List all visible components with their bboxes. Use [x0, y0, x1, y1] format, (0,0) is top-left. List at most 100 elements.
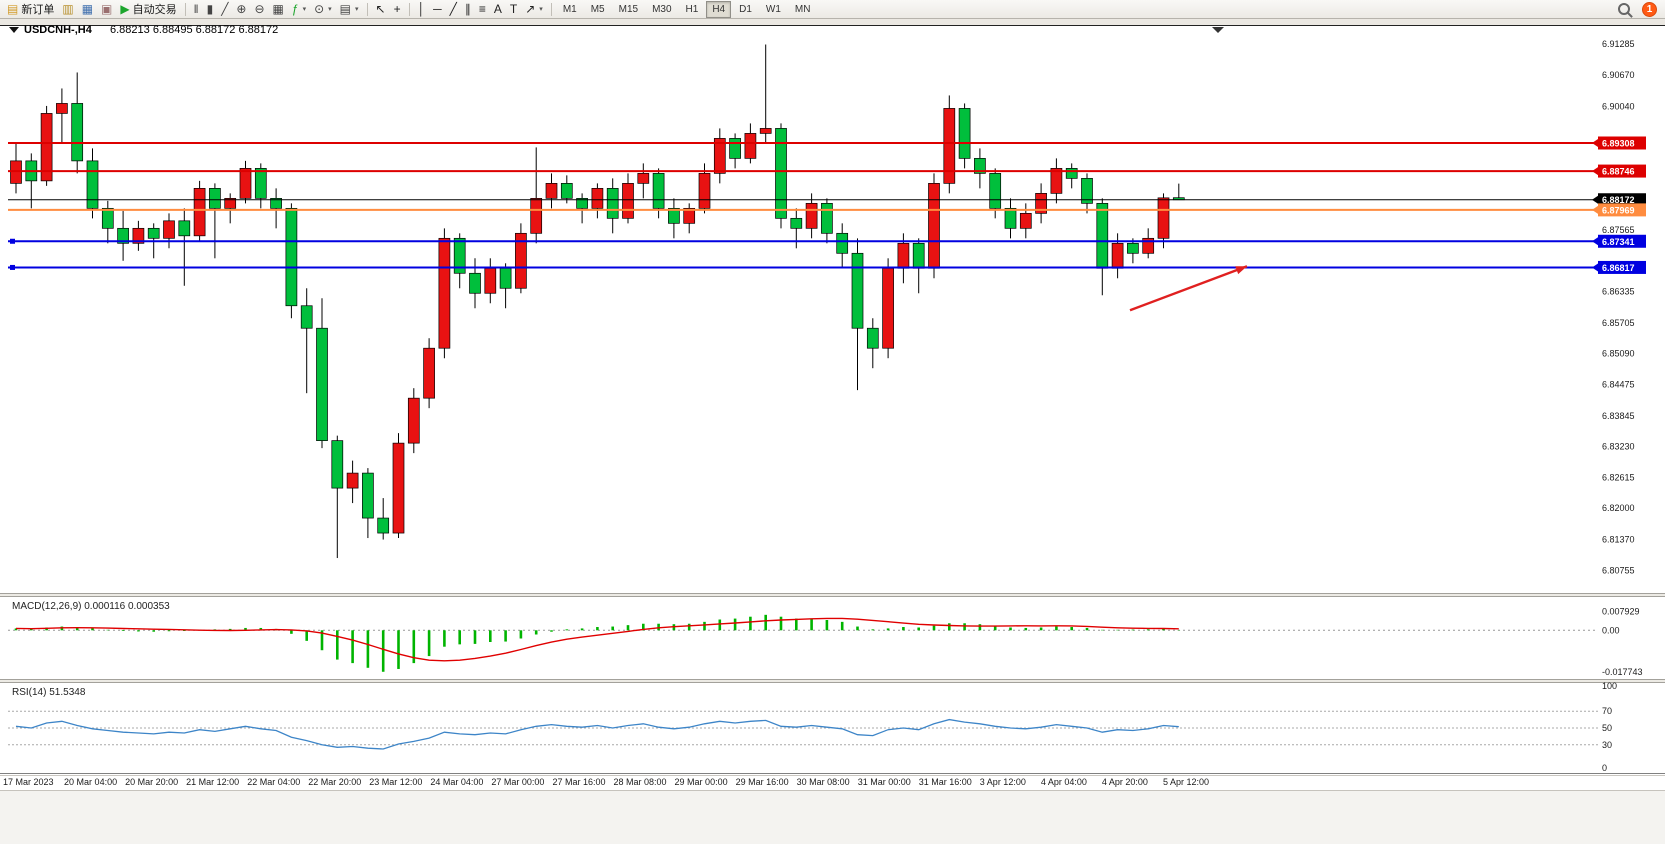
dropdown-caret-icon: ▾ [302, 6, 307, 13]
candle-body [729, 138, 741, 159]
candle-body [576, 197, 588, 209]
price-axis-label: 6.85090 [1602, 349, 1635, 359]
line-handle[interactable] [10, 238, 15, 244]
rsi-axis-label: 100 [1602, 681, 1617, 691]
toolbar-separator [550, 2, 552, 16]
vertical-line-button[interactable]: │ [414, 1, 430, 18]
candle-body [1081, 178, 1093, 204]
candle-body [270, 197, 282, 209]
bar-chart-button[interactable]: ‖ [190, 1, 203, 18]
candle-body [821, 202, 833, 234]
price-axis-label: 6.80755 [1602, 565, 1635, 575]
price-badge-notch [1592, 167, 1598, 176]
price-badge [1598, 234, 1646, 248]
line-handle[interactable] [10, 264, 15, 270]
time-axis-label: 3 Apr 12:00 [980, 777, 1026, 787]
timeframe-button-d1[interactable]: D1 [739, 3, 752, 15]
trendline-button[interactable]: ╱ [446, 1, 461, 18]
timeframe-button-m15[interactable]: M15 [618, 3, 639, 15]
periods-button[interactable]: ⊙ ▾ [310, 1, 336, 18]
timeframe-button-m1[interactable]: M1 [562, 3, 577, 15]
dropdown-caret-icon: ▾ [355, 6, 359, 13]
search-icon[interactable] [1618, 3, 1630, 15]
candle-body [775, 128, 787, 219]
arrows-button[interactable]: ↗ ▾ [521, 1, 547, 18]
candle-body [300, 305, 313, 329]
candle-body [851, 252, 864, 329]
candle-body [744, 133, 757, 159]
candle-body [239, 168, 252, 199]
fibonacci-button[interactable]: ≡ [475, 1, 490, 18]
toolbar-right: 1 [1618, 1, 1665, 17]
notification-badge[interactable]: 1 [1642, 1, 1657, 17]
candle-body [668, 207, 680, 224]
chart-area[interactable]: 17 Mar 2023 20 Mar 04:00 20 Mar 20:00 21 Ma… [0, 19, 1665, 790]
equidistant-channel-icon: ∥ [464, 1, 471, 16]
timeframe-button-h1[interactable]: H1 [685, 3, 699, 15]
candle-body [1157, 197, 1170, 239]
trend-arrow[interactable] [1129, 265, 1248, 312]
templates-button[interactable]: ▤ ▾ [336, 1, 363, 18]
crosshair-button[interactable]: + [390, 1, 405, 18]
indicators-button[interactable]: ƒ ▾ [288, 1, 310, 18]
price-badge-label: 6.88172 [1602, 195, 1635, 205]
arrow-tool-icon: ↗ [525, 1, 536, 16]
alerts-button[interactable]: ▣ [97, 1, 116, 18]
candle-body [560, 183, 573, 199]
candle-body [713, 138, 726, 174]
candle-body [882, 267, 894, 349]
trend-arrow-head[interactable] [1235, 266, 1247, 275]
time-axis-label: 27 Mar 00:00 [491, 777, 544, 787]
zoom-in-button[interactable]: ⊕ [232, 1, 250, 18]
timeframe-button-m5[interactable]: M5 [590, 3, 605, 15]
autotrade-button[interactable]: ▶ 自动交易 [116, 1, 180, 18]
time-axis-label: 5 Apr 12:00 [1163, 777, 1209, 787]
zoom-out-icon: ⊖ [254, 1, 265, 16]
time-axis-label: 27 Mar 16:00 [552, 777, 605, 787]
time-axis-label: 4 Apr 20:00 [1102, 777, 1148, 787]
macd-axis-label: -0.017743 [1602, 667, 1643, 677]
price-badge [1598, 193, 1646, 207]
candle-body [836, 232, 849, 254]
zoom-out-button[interactable]: ⊖ [250, 1, 268, 18]
time-axis-label: 20 Mar 20:00 [125, 777, 178, 787]
line-chart-button[interactable]: ╱ [217, 1, 232, 18]
time-axis-label: 31 Mar 16:00 [919, 777, 972, 787]
price-axis-label: 6.91285 [1602, 39, 1635, 49]
timeframe-button-w1[interactable]: W1 [765, 3, 781, 15]
profiles-button[interactable]: ▦ [78, 1, 97, 18]
price-axis-label: 6.83230 [1602, 442, 1635, 452]
macd-signal-line [15, 617, 1179, 662]
cursor-button[interactable]: ↖ [372, 1, 390, 18]
equidistant-channel-button[interactable]: ∥ [461, 1, 475, 18]
chart-shift-marker[interactable] [1212, 27, 1224, 33]
candlestick-chart-button[interactable]: ▮ [203, 1, 218, 18]
panel-splitter[interactable] [0, 679, 1665, 683]
toolbar-separator [408, 2, 410, 16]
text-button[interactable]: A [490, 1, 506, 18]
rsi-label: RSI(14) 51.5348 [12, 687, 86, 698]
text-label-button[interactable]: T [506, 1, 521, 18]
timeframe-button-m30[interactable]: M30 [652, 3, 672, 15]
bottom-panel [0, 790, 1665, 844]
price-badge-label: 6.86817 [1602, 263, 1635, 273]
tile-windows-button[interactable]: ▦ [269, 1, 288, 18]
timeframe-button-h4[interactable]: H4 [706, 0, 732, 18]
horizontal-line-button[interactable]: ─ [429, 1, 446, 18]
indicators-icon: ƒ [291, 1, 299, 16]
panel-splitter[interactable] [0, 593, 1665, 597]
candle-body [790, 217, 803, 229]
candle-body [912, 242, 925, 269]
time-axis-label: 21 Mar 12:00 [186, 777, 239, 787]
chart-title-quotes: 6.88213 6.88495 6.88172 6.88172 [110, 24, 278, 36]
price-badge [1598, 203, 1646, 217]
new-order-button[interactable]: ▤ 新订单 [3, 1, 58, 18]
chart-window-button[interactable]: ▥ [58, 1, 77, 18]
candle-body [132, 227, 145, 244]
timeframe-button-mn[interactable]: MN [794, 3, 811, 15]
symbol-dropdown-marker[interactable] [9, 27, 19, 33]
candle-body [1004, 207, 1017, 229]
price-badge-label: 6.87341 [1602, 237, 1635, 247]
rsi-axis-label: 30 [1602, 740, 1612, 750]
